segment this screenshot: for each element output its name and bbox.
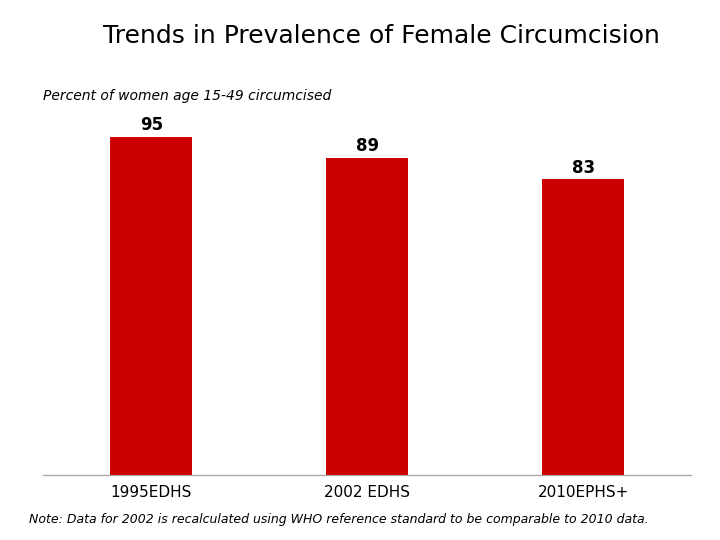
Bar: [542, 179, 624, 475]
Bar: [110, 137, 192, 475]
Text: 83: 83: [572, 159, 595, 177]
Text: Trends in Prevalence of Female Circumcision: Trends in Prevalence of Female Circumcis…: [103, 24, 660, 48]
Bar: [326, 158, 408, 475]
Text: Percent of women age 15-49 circumcised: Percent of women age 15-49 circumcised: [43, 89, 331, 103]
Text: 95: 95: [140, 116, 163, 134]
Text: 89: 89: [356, 137, 379, 155]
Text: Note: Data for 2002 is recalculated using WHO reference standard to be comparabl: Note: Data for 2002 is recalculated usin…: [29, 514, 649, 526]
